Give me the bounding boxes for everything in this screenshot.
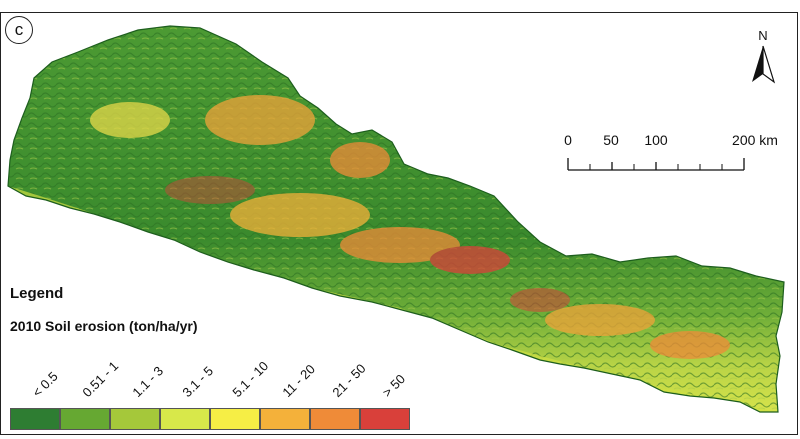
legend-label-5: 5.1 - 10 (229, 358, 272, 400)
legend-swatch-5 (210, 408, 260, 430)
legend-subtitle: 2010 Soil erosion (ton/ha/yr) (10, 318, 198, 334)
legend-label-1: < 0.5 (29, 368, 61, 400)
legend-label-6: 11 - 20 (279, 361, 318, 400)
north-arrow: N (748, 28, 778, 86)
legend-label-2: 0.51 - 1 (79, 358, 122, 400)
north-label: N (758, 28, 768, 43)
legend-title: Legend (10, 285, 64, 302)
scale-label-100: 100 (644, 132, 668, 148)
legend-label-4: 3.1 - 5 (179, 363, 217, 400)
legend-label-3: 1.1 - 3 (129, 363, 167, 400)
scale-label-50: 50 (603, 132, 619, 148)
legend-swatch-8 (360, 408, 410, 430)
legend-swatch-6 (260, 408, 310, 430)
north-arrow-icon (752, 45, 776, 84)
legend-label-7: 21 - 50 (329, 360, 369, 400)
scale-label-0: 0 (564, 132, 572, 148)
legend-label-8: > 50 (379, 371, 409, 400)
bottom-strip (0, 433, 800, 439)
legend-classes: < 0.5 0.51 - 1 1.1 - 3 3.1 - 5 5.1 - 10 … (10, 350, 415, 430)
scale-label-200: 200 km (732, 132, 778, 148)
legend-swatch-4 (160, 408, 210, 430)
scale-bar-ruler (567, 158, 745, 171)
scale-bar: 0 50 100 200 km (556, 132, 778, 177)
legend-swatch-1 (10, 408, 60, 430)
panel-letter: c (5, 16, 33, 44)
legend-swatch-3 (110, 408, 160, 430)
legend-swatch-7 (310, 408, 360, 430)
erosion-hotspots (90, 95, 730, 359)
legend-swatch-2 (60, 408, 110, 430)
